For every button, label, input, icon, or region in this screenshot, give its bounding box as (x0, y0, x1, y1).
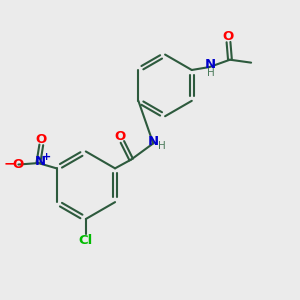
Text: H: H (207, 68, 215, 78)
Text: N: N (148, 134, 159, 148)
Text: O: O (223, 30, 234, 43)
Text: O: O (36, 133, 47, 146)
Text: N: N (34, 155, 45, 168)
Text: +: + (42, 152, 51, 162)
Text: Cl: Cl (79, 234, 93, 247)
Text: −: − (3, 156, 15, 170)
Text: O: O (12, 158, 23, 171)
Text: O: O (114, 130, 126, 143)
Text: N: N (204, 58, 216, 70)
Text: H: H (158, 141, 165, 151)
